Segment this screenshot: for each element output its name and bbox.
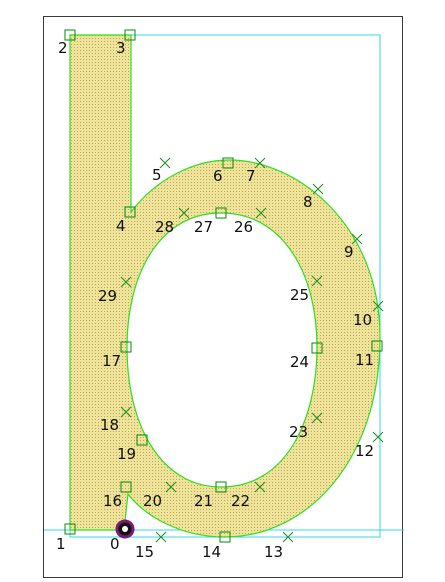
point-label-17: 17 [102, 352, 121, 370]
off-curve-point-marker[interactable] [311, 275, 323, 287]
control-point-26[interactable]: 26 [234, 207, 267, 236]
point-label-28: 28 [155, 218, 174, 236]
glyph-outline[interactable] [69, 34, 381, 538]
off-curve-point-marker[interactable] [312, 183, 324, 195]
control-point-14[interactable]: 14 [202, 531, 231, 561]
off-curve-point-marker[interactable] [372, 300, 384, 312]
control-point-7[interactable]: 7 [246, 157, 266, 185]
point-label-9: 9 [344, 243, 354, 261]
point-label-6: 6 [213, 167, 223, 185]
glyph-editor-canvas[interactable]: 0 1 2 3 4 5 6 7 8 9 10 11 12 13 14 15 16 17 18 19 20 21 22 23 24… [43, 16, 404, 579]
off-curve-point-marker[interactable] [254, 481, 266, 493]
point-label-21: 21 [194, 492, 213, 510]
point-label-12: 12 [355, 442, 374, 460]
point-label-27: 27 [194, 218, 213, 236]
control-point-20[interactable]: 20 [143, 481, 177, 510]
control-point-9[interactable]: 9 [344, 233, 363, 261]
point-label-4: 4 [116, 217, 126, 235]
control-point-6[interactable]: 6 [213, 157, 234, 185]
control-point-8[interactable]: 8 [303, 183, 324, 211]
off-curve-point-marker[interactable] [120, 406, 132, 418]
off-curve-point-marker[interactable] [178, 207, 190, 219]
on-curve-point-marker[interactable] [215, 481, 227, 493]
point-label-18: 18 [100, 416, 119, 434]
point-label-14: 14 [202, 543, 221, 561]
point-label-0: 0 [110, 535, 120, 553]
control-point-21[interactable]: 21 [194, 481, 227, 510]
control-point-2[interactable]: 2 [58, 29, 76, 57]
on-curve-point-marker[interactable] [222, 157, 234, 169]
point-label-29: 29 [98, 287, 117, 305]
control-point-29[interactable]: 29 [98, 276, 132, 305]
point-label-2: 2 [58, 39, 68, 57]
off-curve-point-marker[interactable] [311, 412, 323, 424]
point-label-25: 25 [290, 286, 309, 304]
off-curve-point-marker[interactable] [155, 531, 167, 543]
control-point-24[interactable]: 24 [290, 342, 323, 371]
point-label-20: 20 [143, 492, 162, 510]
off-curve-point-marker[interactable] [282, 531, 294, 543]
point-label-26: 26 [234, 218, 253, 236]
control-point-1[interactable]: 1 [56, 523, 76, 553]
point-label-11: 11 [355, 351, 374, 369]
on-curve-point-marker[interactable] [64, 523, 76, 535]
point-label-10: 10 [353, 311, 372, 329]
point-label-19: 19 [117, 445, 136, 463]
control-point-18[interactable]: 18 [100, 406, 132, 434]
point-label-5: 5 [152, 166, 162, 184]
off-curve-point-marker[interactable] [255, 207, 267, 219]
on-curve-point-marker[interactable] [219, 531, 231, 543]
off-curve-point-marker[interactable] [159, 157, 171, 169]
on-curve-point-marker[interactable] [136, 434, 148, 446]
point-label-7: 7 [246, 167, 256, 185]
point-label-23: 23 [289, 423, 308, 441]
point-label-22: 22 [231, 492, 250, 510]
control-point-3[interactable]: 3 [116, 29, 136, 57]
point-label-15: 15 [135, 543, 154, 561]
control-point-13[interactable]: 13 [264, 531, 294, 561]
control-point-25[interactable]: 25 [290, 275, 323, 304]
on-curve-point-marker[interactable] [215, 207, 227, 219]
control-point-10[interactable]: 10 [353, 300, 384, 329]
on-curve-point-marker[interactable] [124, 206, 136, 218]
control-point-23[interactable]: 23 [289, 412, 323, 441]
control-point-16[interactable]: 16 [103, 481, 132, 510]
point-label-13: 13 [264, 543, 283, 561]
control-point-22[interactable]: 22 [231, 481, 266, 510]
on-curve-point-marker[interactable] [120, 481, 132, 493]
point-label-3: 3 [116, 39, 126, 57]
control-point-11[interactable]: 11 [355, 340, 383, 369]
control-point-28[interactable]: 28 [155, 207, 190, 236]
control-point-0[interactable]: 0 [110, 519, 135, 553]
on-curve-point-marker[interactable] [311, 342, 323, 354]
on-curve-point-marker[interactable] [124, 29, 136, 41]
off-curve-point-marker[interactable] [165, 481, 177, 493]
control-point-5[interactable]: 5 [152, 157, 171, 184]
point-label-8: 8 [303, 193, 313, 211]
point-label-1: 1 [56, 535, 66, 553]
control-point-17[interactable]: 17 [102, 341, 132, 370]
point-label-24: 24 [290, 353, 309, 371]
on-curve-point-marker[interactable] [120, 341, 132, 353]
off-curve-point-marker[interactable] [254, 157, 266, 169]
off-curve-point-marker[interactable] [372, 431, 384, 443]
on-curve-point-marker[interactable] [64, 29, 76, 41]
selected-point-center [122, 526, 128, 532]
control-point-4[interactable]: 4 [116, 206, 136, 235]
control-point-19[interactable]: 19 [117, 434, 148, 463]
control-point-27[interactable]: 27 [194, 207, 227, 236]
off-curve-point-marker[interactable] [120, 276, 132, 288]
point-label-16: 16 [103, 492, 122, 510]
control-point-12[interactable]: 12 [355, 431, 384, 460]
on-curve-point-marker[interactable] [371, 340, 383, 352]
off-curve-point-marker[interactable] [351, 233, 363, 245]
control-point-15[interactable]: 15 [135, 531, 167, 561]
